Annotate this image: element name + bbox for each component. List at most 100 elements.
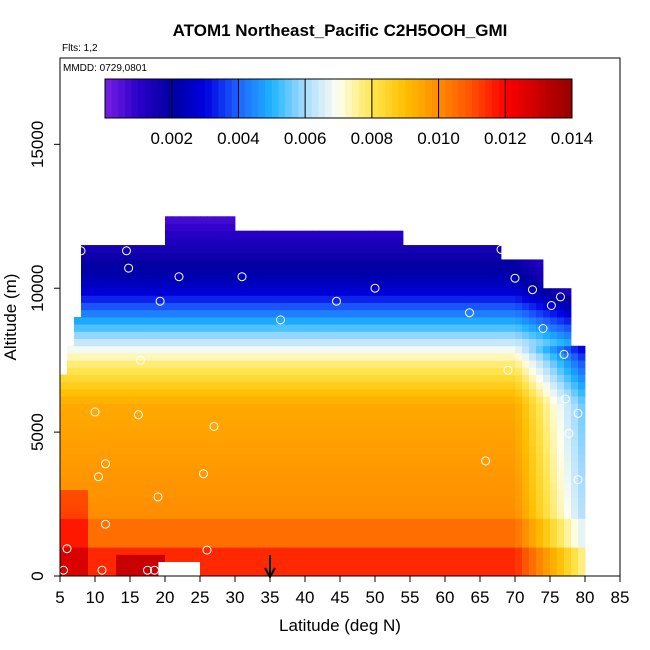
heatmap-cell (522, 453, 530, 462)
heatmap-cell (249, 460, 257, 469)
heatmap-cell (256, 417, 264, 426)
heatmap-cell (515, 266, 523, 275)
heatmap-cell (277, 432, 285, 440)
heatmap-cell (368, 252, 376, 260)
heatmap-cell (179, 324, 187, 332)
heatmap-cell (249, 381, 257, 390)
heatmap-cell (165, 396, 173, 404)
heatmap-cell (354, 266, 362, 275)
heatmap-cell (452, 245, 460, 253)
heatmap-cell (305, 273, 313, 282)
heatmap-cell (235, 410, 243, 419)
heatmap-cell (508, 324, 516, 332)
heatmap-cell (557, 374, 565, 383)
heatmap-cell (473, 288, 481, 296)
heatmap-cell (298, 338, 306, 347)
heatmap-cell (186, 266, 194, 275)
heatmap-cell (109, 460, 117, 469)
heatmap-cell (459, 317, 467, 325)
heatmap-cell (333, 396, 341, 404)
heatmap-cell (221, 252, 229, 260)
heatmap-cell (529, 396, 537, 404)
heatmap-cell (410, 525, 418, 534)
heatmap-cell (431, 417, 439, 426)
heatmap-cell (543, 540, 551, 548)
heatmap-cell (501, 403, 509, 411)
heatmap-cell (340, 324, 348, 332)
heatmap-cell (347, 432, 355, 440)
heatmap-cell (347, 295, 355, 304)
heatmap-cell (389, 468, 397, 476)
heatmap-cell (494, 374, 502, 383)
heatmap-cell (228, 230, 236, 239)
y-tick-label: 15000 (28, 121, 47, 168)
heatmap-cell (319, 281, 327, 289)
heatmap-cell (298, 504, 306, 512)
heatmap-cell (389, 252, 397, 260)
heatmap-cell (207, 446, 215, 455)
observation-point (94, 472, 103, 482)
observation-point (90, 407, 100, 417)
heatmap-cell (74, 511, 82, 519)
heatmap-cell (557, 396, 565, 404)
heatmap-cell (284, 432, 292, 440)
heatmap-cell (508, 518, 516, 527)
heatmap-cell (221, 266, 229, 275)
heatmap-cell (284, 266, 292, 275)
heatmap-cell (354, 288, 362, 296)
heatmap-cell (116, 273, 124, 282)
heatmap-cell (487, 403, 495, 411)
heatmap-cell (249, 482, 257, 491)
heatmap-cell (361, 367, 369, 375)
colorbar-segment (451, 79, 460, 118)
heatmap-cell (137, 259, 145, 268)
heatmap-cell (452, 396, 460, 404)
heatmap-cell (116, 331, 124, 339)
heatmap-cell (340, 496, 348, 505)
heatmap-cell (228, 547, 236, 555)
heatmap-cell (102, 252, 110, 260)
heatmap-cell (508, 453, 516, 462)
heatmap-cell (410, 252, 418, 260)
heatmap-cell (312, 403, 320, 411)
heatmap-cell (564, 338, 572, 347)
heatmap-cell (186, 482, 194, 491)
heatmap-cell (417, 252, 425, 260)
heatmap-cell (81, 388, 89, 397)
heatmap-cell (172, 496, 180, 505)
heatmap-cell (270, 338, 278, 347)
colorbar-segment (371, 79, 380, 118)
heatmap-cell (326, 374, 334, 383)
heatmap-cell (144, 266, 152, 275)
heatmap-cell (375, 439, 383, 447)
heatmap-cell (179, 482, 187, 491)
heatmap-cell (382, 540, 390, 548)
heatmap-cell (312, 273, 320, 282)
heatmap-cell (102, 259, 110, 268)
heatmap-cell (368, 475, 376, 483)
heatmap-cell (284, 252, 292, 260)
heatmap-cell (508, 432, 516, 440)
heatmap-cell (466, 482, 474, 491)
colorbar-segment (158, 79, 166, 118)
heatmap-cell (179, 223, 187, 232)
heatmap-cell (130, 532, 138, 541)
heatmap-cell (214, 317, 222, 325)
heatmap-cell (130, 295, 138, 304)
heatmap-cell (67, 381, 75, 390)
heatmap-cell (116, 360, 124, 368)
heatmap-cell (284, 237, 292, 246)
heatmap-cell (536, 568, 544, 577)
heatmap-cell (151, 468, 159, 476)
heatmap-cell (74, 547, 82, 555)
heatmap-cell (375, 388, 383, 397)
heatmap-cell (88, 252, 96, 260)
heatmap-cell (543, 403, 551, 411)
heatmap-cell (179, 317, 187, 325)
heatmap-cell (172, 432, 180, 440)
colorbar-segment (411, 79, 420, 118)
heatmap-cell (249, 424, 257, 433)
heatmap-cell (522, 396, 530, 404)
heatmap-cell (326, 489, 334, 498)
heatmap-cell (368, 273, 376, 282)
